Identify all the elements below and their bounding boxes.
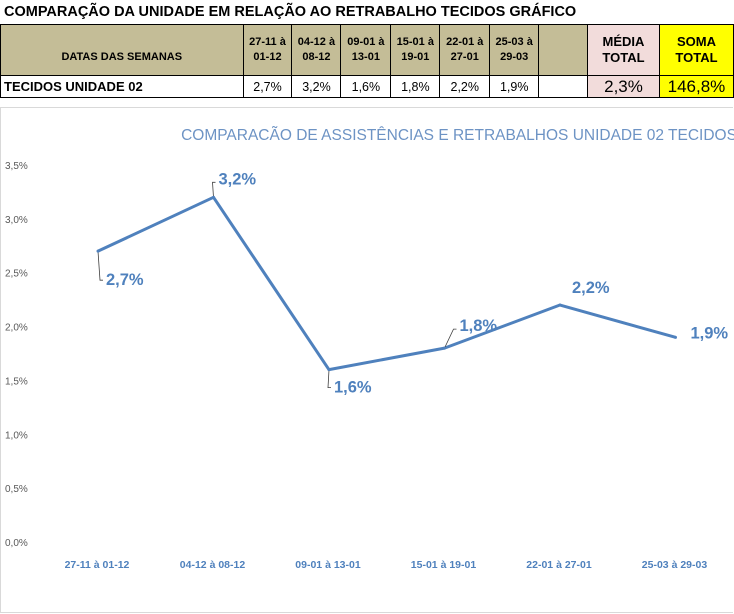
- x-tick-label: 25-03 à 29-03: [642, 559, 708, 571]
- x-tick-label: 27-11 à 01-12: [65, 559, 130, 571]
- soma-total-header: SOMA TOTAL: [658, 24, 734, 76]
- data-point: [327, 368, 331, 372]
- y-tick-label: 2,0%: [5, 323, 28, 334]
- week-header: 22-01 à 27-01: [439, 24, 491, 76]
- y-tick-label: 0,5%: [5, 484, 28, 495]
- y-tick-label: 3,5%: [5, 161, 28, 172]
- week-value: 2,2%: [439, 75, 491, 98]
- week-header: 27-11 à 01-12: [242, 24, 293, 76]
- data-label: 1,6%: [334, 379, 372, 397]
- header-label: DATAS DAS SEMANAS: [0, 24, 244, 76]
- header-row: DATAS DAS SEMANAS 27-11 à 01-12 04-12 à 08…: [0, 24, 734, 76]
- data-point: [96, 249, 100, 253]
- leader-line: [444, 328, 457, 349]
- week-header: 15-01 à 19-01: [390, 24, 441, 76]
- week-value: 1,9%: [489, 75, 540, 98]
- data-point: [558, 303, 562, 307]
- data-label: 2,7%: [106, 271, 144, 289]
- chart-area: COMPARACÃO DE ASSISTÊNCIAS E RETRABALHOS…: [0, 107, 734, 613]
- y-tick-label: 1,0%: [5, 430, 28, 441]
- line-chart: COMPARACÃO DE ASSISTÊNCIAS E RETRABALHOS…: [5, 127, 734, 571]
- chart-title: COMPARACÃO DE ASSISTÊNCIAS E RETRABALHOS…: [181, 127, 734, 144]
- x-tick-label: 04-12 à 08-12: [180, 559, 246, 571]
- series-line: [97, 195, 676, 372]
- week-header: 04-12 à 08-12: [291, 24, 342, 76]
- week-header: 09-01 à 13-01: [340, 24, 392, 76]
- y-tick-label: 1,5%: [5, 376, 28, 387]
- y-tick-label: 2,5%: [5, 269, 28, 280]
- leader-line: [97, 251, 103, 281]
- week-value: 2,7%: [242, 75, 293, 98]
- week-value: 1,8%: [390, 75, 441, 98]
- media-total-header: MÉDIA TOTAL: [587, 24, 660, 76]
- empty-header-cell: [538, 24, 589, 76]
- empty-value-cell: [538, 75, 589, 98]
- media-total-value: 2,3%: [587, 75, 660, 98]
- sheet-title: COMPARAÇÃO DA UNIDADE EM RELAÇÃO AO RETR…: [4, 4, 577, 20]
- data-point: [674, 335, 677, 339]
- leader-line: [212, 181, 216, 198]
- summary-table: DATAS DAS SEMANAS 27-11 à 01-12 04-12 à 08…: [0, 24, 734, 98]
- week-value: 3,2%: [291, 75, 342, 98]
- row-label: TECIDOS UNIDADE 02: [0, 75, 244, 98]
- values-row: TECIDOS UNIDADE 02 2,7% 3,2% 1,6% 1,8% 2…: [0, 75, 734, 98]
- data-label: 3,2%: [219, 170, 257, 188]
- week-value: 1,6%: [340, 75, 392, 98]
- soma-total-value: 146,8%: [658, 75, 734, 98]
- data-label: 1,8%: [460, 317, 498, 335]
- y-tick-label: 0,0%: [5, 538, 28, 549]
- data-label: 1,9%: [691, 324, 729, 342]
- data-point: [443, 346, 446, 350]
- x-tick-label: 15-01 à 19-01: [411, 559, 477, 571]
- data-point: [212, 195, 215, 199]
- x-tick-label: 22-01 à 27-01: [526, 559, 592, 571]
- x-tick-label: 09-01 à 13-01: [295, 559, 361, 571]
- week-header: 25-03 à 29-03: [489, 24, 540, 76]
- data-label: 2,2%: [572, 279, 610, 297]
- y-tick-label: 3,0%: [5, 215, 28, 226]
- leader-line: [327, 369, 331, 389]
